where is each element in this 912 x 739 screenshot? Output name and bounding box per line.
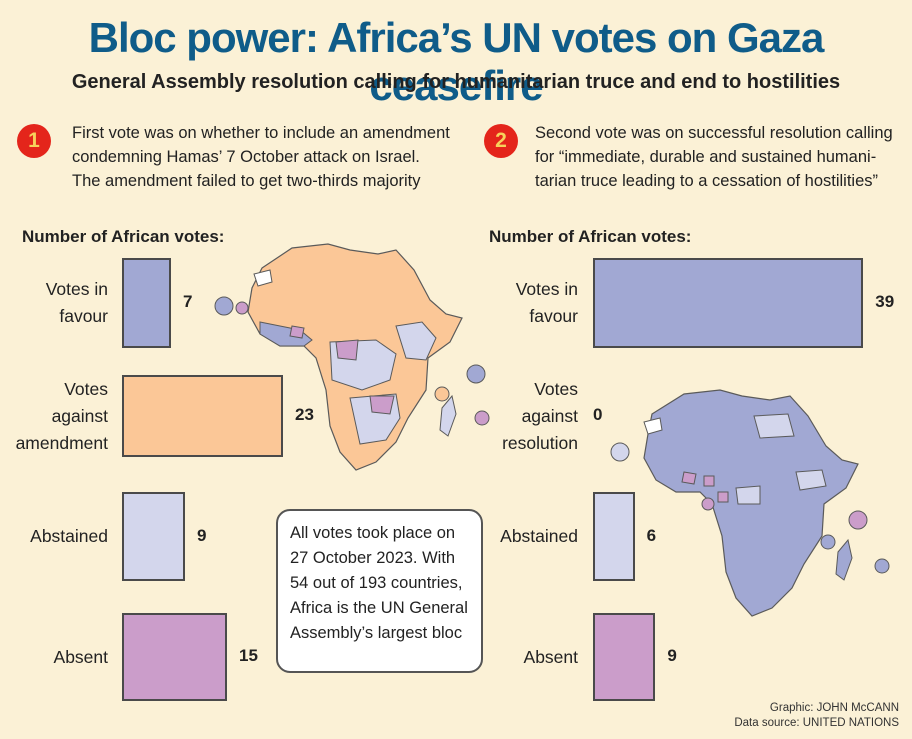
category-label: Absent: [0, 644, 108, 671]
island-marker: [848, 510, 868, 530]
info-line: All votes took place on: [290, 524, 456, 542]
absent-country: [335, 339, 359, 361]
category-label-line: against: [51, 405, 108, 426]
category-label-line: against: [521, 405, 578, 426]
category-label: Votes in favour: [0, 276, 108, 330]
abstain-country: [753, 413, 795, 439]
panel2-heading: Number of African votes:: [489, 227, 692, 246]
value-label: 15: [239, 646, 258, 665]
island-marker: [874, 558, 890, 574]
category-label-line: Votes in: [45, 279, 108, 299]
category-label-line: Abstained: [500, 526, 578, 546]
value-label: 0: [593, 405, 603, 424]
value-label: 23: [295, 405, 314, 424]
info-line: Africa is the UN General: [290, 599, 468, 617]
absent-country: [717, 491, 729, 503]
island-marker: [610, 442, 630, 462]
category-label-line: favour: [529, 306, 578, 326]
vote2-line: tarian truce leading to a cessation of h…: [535, 172, 879, 190]
east-africa-region: [395, 321, 437, 361]
vote1-line: The amendment failed to get two-thirds m…: [72, 172, 421, 190]
vote1-line: condemning Hamas’ 7 October attack on Is…: [72, 148, 420, 166]
absent-country: [289, 325, 305, 339]
west-africa-region: [259, 321, 313, 347]
island-marker: [214, 296, 234, 316]
abstain-country: [795, 469, 827, 491]
abstain-country: [735, 485, 761, 505]
category-label-line: Abstained: [30, 526, 108, 546]
category-label-line: favour: [59, 306, 108, 326]
bar: [593, 613, 656, 701]
category-label-line: Absent: [53, 646, 108, 667]
vote1-number-badge: 1: [17, 124, 51, 158]
category-label-line: Absent: [523, 646, 578, 667]
bar: [122, 492, 185, 581]
island-marker: [701, 497, 715, 511]
category-label-line: amendment: [15, 432, 108, 453]
category-label-line: Votes: [534, 378, 578, 399]
bar: [122, 375, 283, 457]
category-label: Votes against resolution: [428, 376, 578, 457]
island-marker: [820, 534, 836, 550]
bar: [593, 492, 635, 581]
category-label: Absent: [428, 644, 578, 671]
value-label: 7: [183, 292, 193, 311]
panel1-heading: Number of African votes:: [22, 227, 225, 246]
madagascar: [835, 538, 853, 581]
white-territory: [253, 269, 273, 287]
info-box: All votes took place on 27 October 2023.…: [276, 509, 483, 673]
info-line: 27 October 2023. With: [290, 549, 456, 567]
absent-country: [703, 475, 715, 487]
absent-country: [681, 471, 697, 485]
category-label: Abstained: [0, 523, 108, 550]
category-label: Votes against amendment: [0, 376, 108, 457]
vote2-line: Second vote was on successful resolution…: [535, 124, 893, 142]
value-label: 9: [667, 646, 677, 665]
vote1-description: First vote was on whether to include an …: [72, 121, 450, 193]
island-marker: [434, 386, 450, 402]
vote2-number-badge: 2: [484, 124, 518, 158]
island-marker: [466, 364, 486, 384]
africa-map-vote1: [214, 243, 490, 471]
bar: [122, 258, 171, 348]
vote1-line: First vote was on whether to include an …: [72, 124, 450, 142]
info-line: 54 out of 193 countries,: [290, 574, 463, 592]
absent-country: [369, 395, 395, 415]
island-marker: [235, 301, 249, 315]
bar: [593, 258, 864, 348]
africa-map-vote2: [610, 389, 890, 617]
category-label-line: Votes in: [515, 279, 578, 299]
value-label: 6: [646, 525, 657, 545]
madagascar: [439, 394, 457, 437]
white-territory: [643, 417, 663, 435]
data-source: Data source: UNITED NATIONS: [734, 717, 899, 729]
island-marker: [474, 410, 490, 426]
category-label: Abstained: [428, 523, 578, 550]
graphic-credit: Graphic: JOHN McCANN: [769, 702, 899, 714]
vote2-description: Second vote was on successful resolution…: [535, 121, 893, 193]
chart-title: Bloc power: Africa’s UN votes on Gaza ce…: [88, 14, 825, 109]
bar: [122, 613, 227, 701]
category-label-line: resolution: [502, 432, 578, 453]
category-label-line: Votes: [64, 378, 108, 399]
chart-subtitle: General Assembly resolution calling for …: [71, 71, 841, 93]
vote2-line: for “immediate, durable and sustained hu…: [535, 148, 877, 166]
category-label: Votes in favour: [428, 276, 578, 330]
value-label: 39: [875, 292, 895, 311]
value-label: 9: [197, 525, 207, 545]
info-line: Assembly’s largest bloc: [290, 624, 463, 642]
